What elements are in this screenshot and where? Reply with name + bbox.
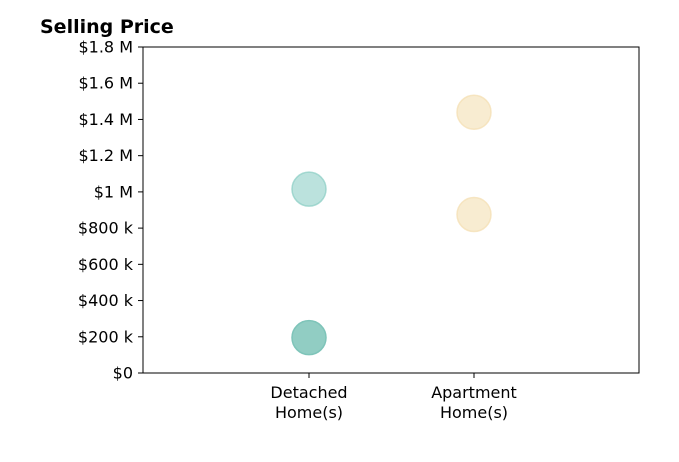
x-tick-label: Apartment Home(s) — [431, 383, 517, 422]
x-tick-label: Detached Home(s) — [270, 383, 347, 422]
data-point — [291, 171, 327, 207]
y-tick-label: $200 k — [78, 327, 134, 346]
data-point — [456, 196, 492, 233]
y-tick-label: $1 M — [94, 182, 133, 201]
data-point — [456, 94, 492, 130]
y-tick-label: $1.2 M — [78, 146, 133, 165]
y-tick-label: $1.6 M — [78, 74, 133, 93]
chart-title: Selling Price — [40, 16, 174, 38]
y-tick-label: $800 k — [78, 219, 134, 238]
y-tick-label: $0 — [113, 364, 133, 383]
plot-frame — [142, 46, 640, 374]
y-tick-label: $600 k — [78, 255, 134, 274]
data-point — [291, 319, 327, 356]
y-tick-label: $400 k — [78, 291, 134, 310]
y-tick-label: $1.4 M — [78, 110, 133, 129]
y-tick-label: $1.8 M — [78, 38, 133, 57]
